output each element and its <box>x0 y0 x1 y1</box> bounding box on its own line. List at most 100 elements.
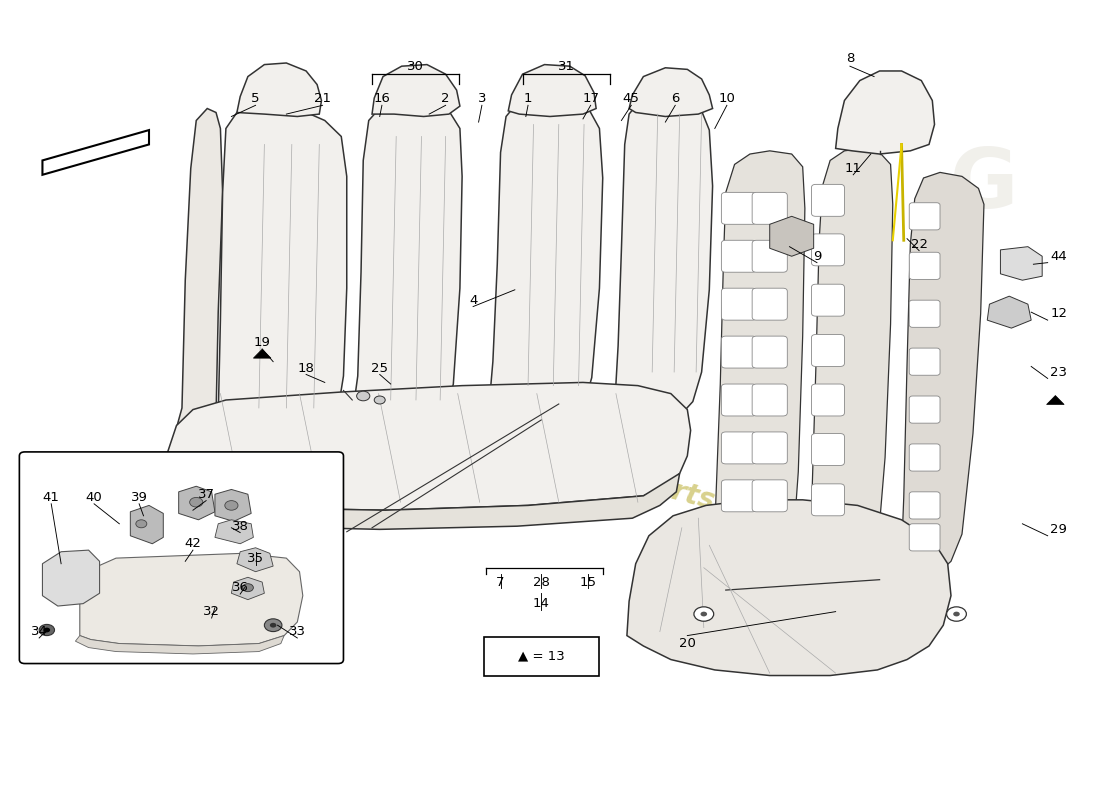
Polygon shape <box>43 130 148 174</box>
Text: 5: 5 <box>251 92 260 105</box>
FancyBboxPatch shape <box>910 396 940 423</box>
FancyBboxPatch shape <box>722 480 757 512</box>
Text: 1: 1 <box>524 92 532 105</box>
Polygon shape <box>80 554 302 646</box>
Text: 19: 19 <box>254 336 271 349</box>
Polygon shape <box>372 65 460 117</box>
FancyBboxPatch shape <box>812 184 845 216</box>
Polygon shape <box>160 474 680 530</box>
FancyBboxPatch shape <box>722 384 757 416</box>
FancyBboxPatch shape <box>722 432 757 464</box>
FancyBboxPatch shape <box>752 384 788 416</box>
Polygon shape <box>163 382 691 510</box>
FancyBboxPatch shape <box>812 384 845 416</box>
Polygon shape <box>987 296 1031 328</box>
Text: 16: 16 <box>374 92 390 105</box>
Bar <box>484 637 600 675</box>
Text: 11: 11 <box>845 162 861 175</box>
Text: 8: 8 <box>846 52 854 65</box>
Text: 14: 14 <box>532 597 550 610</box>
Polygon shape <box>214 520 253 544</box>
FancyBboxPatch shape <box>910 300 940 327</box>
Polygon shape <box>726 550 878 590</box>
Polygon shape <box>1046 395 1064 405</box>
Polygon shape <box>629 68 713 117</box>
Polygon shape <box>43 550 100 606</box>
Polygon shape <box>808 149 893 590</box>
Text: 31: 31 <box>558 60 575 73</box>
Polygon shape <box>770 216 814 256</box>
Polygon shape <box>253 350 271 358</box>
Circle shape <box>374 396 385 404</box>
Polygon shape <box>836 71 935 154</box>
Text: 6: 6 <box>671 92 680 105</box>
FancyBboxPatch shape <box>722 336 757 368</box>
Text: 10: 10 <box>718 92 735 105</box>
Circle shape <box>701 612 707 617</box>
Text: 32: 32 <box>204 605 220 618</box>
Text: 44: 44 <box>1050 250 1067 262</box>
Polygon shape <box>1000 246 1042 280</box>
FancyBboxPatch shape <box>722 240 757 272</box>
FancyBboxPatch shape <box>752 288 788 320</box>
Text: 15: 15 <box>580 575 597 589</box>
Circle shape <box>270 623 276 628</box>
Text: 28: 28 <box>532 575 550 589</box>
Text: 41: 41 <box>43 491 59 504</box>
Text: 38: 38 <box>232 520 249 533</box>
Polygon shape <box>130 506 163 544</box>
Text: 29: 29 <box>1050 523 1067 536</box>
Polygon shape <box>508 65 596 117</box>
Text: 20: 20 <box>679 637 696 650</box>
Text: 36: 36 <box>232 581 249 594</box>
Polygon shape <box>490 95 603 428</box>
Polygon shape <box>76 635 284 654</box>
Polygon shape <box>713 151 805 598</box>
FancyBboxPatch shape <box>910 252 940 279</box>
Circle shape <box>242 584 253 592</box>
Circle shape <box>135 520 146 528</box>
Polygon shape <box>352 98 462 436</box>
Polygon shape <box>231 578 264 600</box>
Text: G: G <box>949 144 1019 225</box>
Circle shape <box>694 607 714 622</box>
Text: 45: 45 <box>623 92 640 105</box>
FancyBboxPatch shape <box>752 336 788 368</box>
Text: 42: 42 <box>185 538 201 550</box>
FancyBboxPatch shape <box>910 524 940 551</box>
FancyBboxPatch shape <box>910 492 940 519</box>
Circle shape <box>954 612 960 617</box>
Text: 35: 35 <box>248 552 264 565</box>
Polygon shape <box>214 490 251 522</box>
Text: 33: 33 <box>289 625 306 638</box>
Circle shape <box>947 607 967 622</box>
Text: 18: 18 <box>298 362 315 374</box>
Polygon shape <box>214 105 346 452</box>
Circle shape <box>44 628 51 632</box>
FancyBboxPatch shape <box>752 192 788 224</box>
Text: 2: 2 <box>441 92 450 105</box>
Text: 9: 9 <box>813 250 821 262</box>
Text: 7: 7 <box>496 575 505 589</box>
Polygon shape <box>236 63 321 117</box>
Text: 3: 3 <box>477 92 486 105</box>
Text: a passion for parts: a passion for parts <box>426 412 718 515</box>
Text: 12: 12 <box>1050 307 1067 320</box>
FancyBboxPatch shape <box>910 444 940 471</box>
FancyBboxPatch shape <box>812 334 845 366</box>
Text: 21: 21 <box>315 92 331 105</box>
FancyBboxPatch shape <box>812 434 845 466</box>
Text: 17: 17 <box>582 92 600 105</box>
FancyBboxPatch shape <box>722 288 757 320</box>
FancyBboxPatch shape <box>752 240 788 272</box>
Circle shape <box>189 498 202 507</box>
FancyBboxPatch shape <box>722 192 757 224</box>
Text: 22: 22 <box>911 238 927 250</box>
Text: 39: 39 <box>131 491 147 504</box>
Text: 30: 30 <box>407 60 424 73</box>
Text: 4: 4 <box>469 294 477 306</box>
Text: 34: 34 <box>31 625 47 638</box>
Text: 25: 25 <box>371 362 388 374</box>
Text: 37: 37 <box>198 488 214 501</box>
FancyBboxPatch shape <box>910 202 940 230</box>
